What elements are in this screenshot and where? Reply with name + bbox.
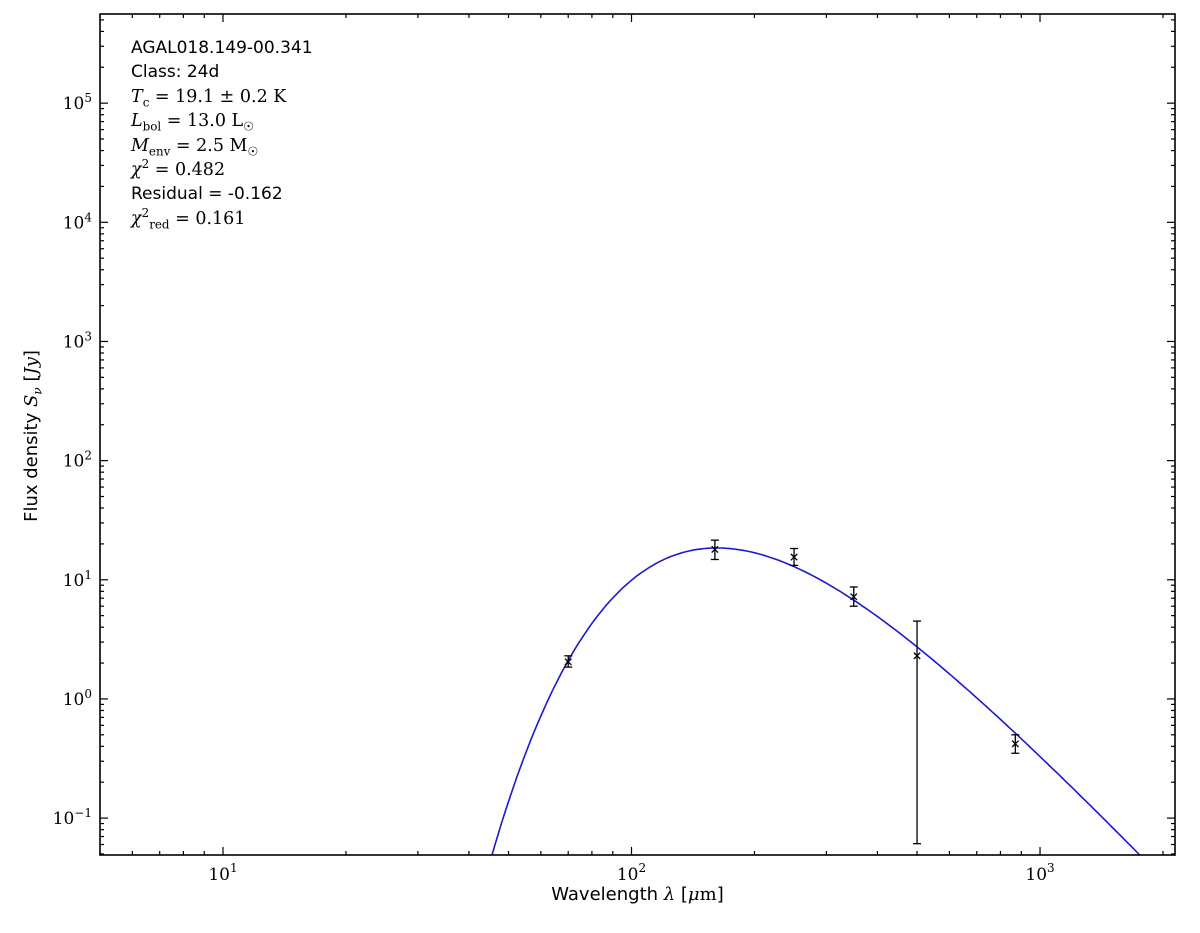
greybody-fit-curve bbox=[491, 547, 1141, 855]
x-tick-label: 103 bbox=[1025, 861, 1054, 885]
y-axis-label: Flux density Sν [Jy] bbox=[21, 236, 45, 636]
axis-label-part: Jy bbox=[21, 357, 42, 375]
data-point-350um bbox=[849, 586, 858, 607]
annotation-line: Lbol = 13.0 L☉ bbox=[131, 111, 254, 134]
x-tick-label: 101 bbox=[208, 861, 237, 885]
y-tick-label: 105 bbox=[63, 91, 92, 114]
axis-label-part: ] bbox=[21, 350, 42, 358]
annotation-line: Residual = -0.162 bbox=[131, 184, 283, 205]
annotation-line: AGAL018.149-00.341 bbox=[131, 38, 313, 58]
axis-label-part: Wavelength bbox=[551, 884, 664, 905]
plot-frame bbox=[99, 13, 1176, 856]
annotation-line: Class: 24d bbox=[131, 62, 220, 83]
x-axis-label: Wavelength λ [μm] bbox=[100, 884, 1175, 905]
annotation-line: χ2red = 0.161 bbox=[131, 206, 246, 232]
y-tick-label: 10−1 bbox=[53, 806, 92, 829]
tick-labels: 101 102 103 10−1 100 101 102 103 104 105 bbox=[53, 91, 1055, 885]
fit-parameters-annotation: AGAL018.149-00.341 Class: 24d Tc = 19.1 ± … bbox=[131, 36, 313, 231]
y-tick-label: 102 bbox=[63, 449, 92, 472]
y-tick-label: 100 bbox=[63, 687, 92, 710]
annotation-line: Tc = 19.1 ± 0.2 K bbox=[131, 86, 287, 110]
annotation-line: Menv = 2.5 M☉ bbox=[131, 135, 259, 159]
y-tick-label: 103 bbox=[63, 329, 92, 352]
axis-label-part: Flux density bbox=[21, 407, 42, 522]
data-point-250um bbox=[790, 547, 799, 567]
axis-label-part: [ bbox=[21, 374, 42, 388]
annotation-line: χ2 = 0.482 bbox=[131, 157, 226, 181]
data-points bbox=[564, 539, 1020, 845]
data-point-160um bbox=[710, 539, 719, 561]
axis-label-part: λ bbox=[663, 884, 676, 905]
y-tick-label: 104 bbox=[63, 210, 93, 233]
axis-label-part: ν bbox=[30, 387, 45, 395]
axis-label-part: ] bbox=[716, 884, 724, 905]
data-point-70um bbox=[564, 655, 573, 668]
data-point-500um bbox=[913, 620, 922, 845]
axis-label-part: S bbox=[21, 394, 42, 408]
y-tick-label: 101 bbox=[63, 568, 92, 591]
axis-label-part: m bbox=[699, 884, 717, 905]
x-tick-label: 102 bbox=[617, 861, 646, 885]
axis-label-part: μ bbox=[687, 884, 700, 905]
data-point-870um bbox=[1011, 734, 1020, 754]
axis-label-part: [ bbox=[675, 884, 688, 905]
